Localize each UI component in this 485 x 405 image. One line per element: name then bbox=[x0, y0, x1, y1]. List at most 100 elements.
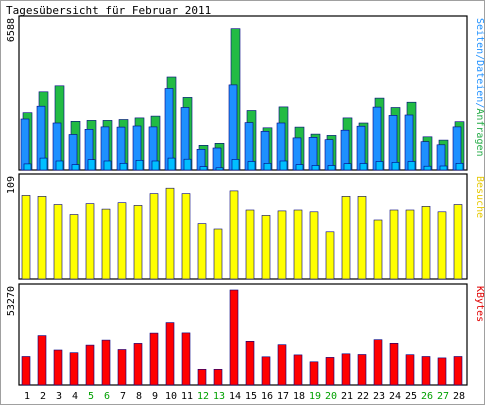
chart-title: Tagesübersicht für Februar 2011 bbox=[6, 4, 212, 17]
bar-seiten-5 bbox=[87, 159, 96, 171]
bar-kbytes-23 bbox=[373, 339, 383, 386]
panel-middle-max-label: 109 bbox=[6, 176, 17, 194]
bar-seiten-21 bbox=[343, 163, 352, 171]
day-label-22: 22 bbox=[357, 391, 369, 402]
day-label-2: 2 bbox=[40, 391, 46, 402]
day-label-20: 20 bbox=[325, 391, 337, 402]
bar-dateien-23 bbox=[372, 106, 382, 171]
bar-besuche-27 bbox=[437, 211, 447, 280]
bar-besuche-6 bbox=[101, 208, 111, 280]
bar-kbytes-21 bbox=[341, 353, 351, 386]
bar-seiten-12 bbox=[199, 166, 208, 171]
panel-middle-border bbox=[18, 173, 468, 280]
day-label-21: 21 bbox=[341, 391, 353, 402]
bar-seiten-10 bbox=[167, 157, 176, 171]
panel-top-max-label: 6588 bbox=[6, 18, 17, 42]
bar-seiten-13 bbox=[215, 167, 224, 171]
day-label-5: 5 bbox=[88, 391, 94, 402]
bar-besuche-23 bbox=[373, 219, 383, 280]
bar-seiten-25 bbox=[407, 161, 416, 171]
bar-besuche-26 bbox=[421, 206, 431, 280]
day-label-8: 8 bbox=[136, 391, 142, 402]
bar-kbytes-12 bbox=[197, 368, 207, 386]
day-label-17: 17 bbox=[277, 391, 289, 402]
bar-besuche-2 bbox=[37, 196, 47, 280]
bar-seiten-8 bbox=[135, 160, 144, 171]
bar-kbytes-24 bbox=[389, 342, 399, 386]
bar-seiten-2 bbox=[39, 157, 48, 171]
bar-besuche-4 bbox=[69, 214, 79, 280]
series-label-part-4: Anfragen bbox=[474, 108, 485, 156]
day-label-12: 12 bbox=[197, 391, 209, 402]
bar-dateien-1 bbox=[20, 118, 30, 171]
bar-seiten-4 bbox=[71, 164, 80, 171]
bar-besuche-18 bbox=[293, 209, 303, 280]
day-label-26: 26 bbox=[421, 391, 433, 402]
bar-kbytes-10 bbox=[165, 322, 175, 386]
day-label-13: 13 bbox=[213, 391, 225, 402]
day-label-4: 4 bbox=[72, 391, 78, 402]
bar-besuche-17 bbox=[277, 210, 287, 280]
bar-besuche-15 bbox=[245, 209, 255, 280]
bar-besuche-8 bbox=[133, 205, 143, 280]
series-label-part-1: / bbox=[474, 54, 485, 60]
bar-seiten-3 bbox=[55, 160, 64, 171]
day-label-10: 10 bbox=[165, 391, 177, 402]
bar-kbytes-9 bbox=[149, 332, 159, 386]
day-label-11: 11 bbox=[181, 391, 193, 402]
bar-kbytes-3 bbox=[53, 349, 63, 386]
bar-seiten-24 bbox=[391, 162, 400, 171]
bar-besuche-14 bbox=[229, 190, 239, 280]
bar-seiten-27 bbox=[439, 165, 448, 171]
bar-dateien-24 bbox=[388, 115, 398, 171]
bar-besuche-24 bbox=[389, 209, 399, 280]
bar-besuche-22 bbox=[357, 196, 367, 280]
bar-seiten-16 bbox=[263, 163, 272, 171]
bar-kbytes-7 bbox=[117, 349, 127, 386]
bar-besuche-20 bbox=[325, 231, 335, 280]
day-label-3: 3 bbox=[56, 391, 62, 402]
bar-besuche-7 bbox=[117, 202, 127, 280]
bar-kbytes-25 bbox=[405, 354, 415, 386]
bar-kbytes-8 bbox=[133, 343, 143, 386]
series-label-part-0: KBytes bbox=[474, 286, 485, 322]
bar-besuche-13 bbox=[213, 228, 223, 280]
day-label-27: 27 bbox=[437, 391, 449, 402]
panel-bottom-series-label: KBytes bbox=[474, 286, 485, 322]
bar-kbytes-16 bbox=[261, 356, 271, 386]
panel-middle-series-label: Besuche bbox=[474, 176, 485, 218]
bar-seiten-11 bbox=[183, 158, 192, 171]
bar-seiten-22 bbox=[359, 163, 368, 171]
bar-kbytes-1 bbox=[21, 356, 31, 386]
day-label-25: 25 bbox=[405, 391, 417, 402]
day-label-9: 9 bbox=[152, 391, 158, 402]
bar-besuche-1 bbox=[21, 195, 31, 280]
day-label-7: 7 bbox=[120, 391, 126, 402]
panel-top-series-label: Seiten/Dateien/Anfragen bbox=[474, 18, 485, 157]
bar-kbytes-20 bbox=[325, 357, 335, 386]
bar-besuche-16 bbox=[261, 215, 271, 280]
bar-kbytes-19 bbox=[309, 361, 319, 386]
bar-seiten-28 bbox=[455, 163, 464, 171]
bar-seiten-9 bbox=[151, 160, 160, 171]
series-label-part-0: Seiten bbox=[474, 18, 485, 54]
bar-seiten-6 bbox=[103, 160, 112, 171]
bar-besuche-10 bbox=[165, 187, 175, 280]
bar-kbytes-27 bbox=[437, 357, 447, 386]
bar-besuche-21 bbox=[341, 196, 351, 280]
day-label-6: 6 bbox=[104, 391, 110, 402]
bar-seiten-26 bbox=[423, 165, 432, 171]
bar-besuche-19 bbox=[309, 211, 319, 280]
bar-kbytes-15 bbox=[245, 340, 255, 386]
bar-kbytes-28 bbox=[453, 356, 463, 386]
bar-seiten-20 bbox=[327, 165, 336, 171]
bar-seiten-1 bbox=[23, 163, 32, 171]
day-label-19: 19 bbox=[309, 391, 321, 402]
panel-bottom-max-label: 53270 bbox=[6, 286, 17, 316]
bar-kbytes-4 bbox=[69, 352, 79, 386]
bar-kbytes-2 bbox=[37, 335, 47, 386]
bar-dateien-13 bbox=[212, 147, 222, 171]
bar-kbytes-14 bbox=[229, 289, 239, 386]
